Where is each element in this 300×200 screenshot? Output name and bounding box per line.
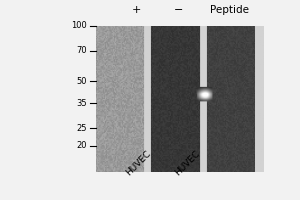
Text: HUVEC: HUVEC <box>174 149 202 177</box>
Text: +: + <box>132 5 141 15</box>
Text: 70: 70 <box>76 46 87 55</box>
Text: 20: 20 <box>76 141 87 150</box>
Text: Peptide: Peptide <box>210 5 249 15</box>
Text: HUVEC: HUVEC <box>124 149 153 177</box>
Text: 50: 50 <box>76 77 87 86</box>
Text: 100: 100 <box>71 21 87 30</box>
Text: −: − <box>174 5 183 15</box>
Text: 25: 25 <box>76 124 87 133</box>
Text: 35: 35 <box>76 99 87 108</box>
